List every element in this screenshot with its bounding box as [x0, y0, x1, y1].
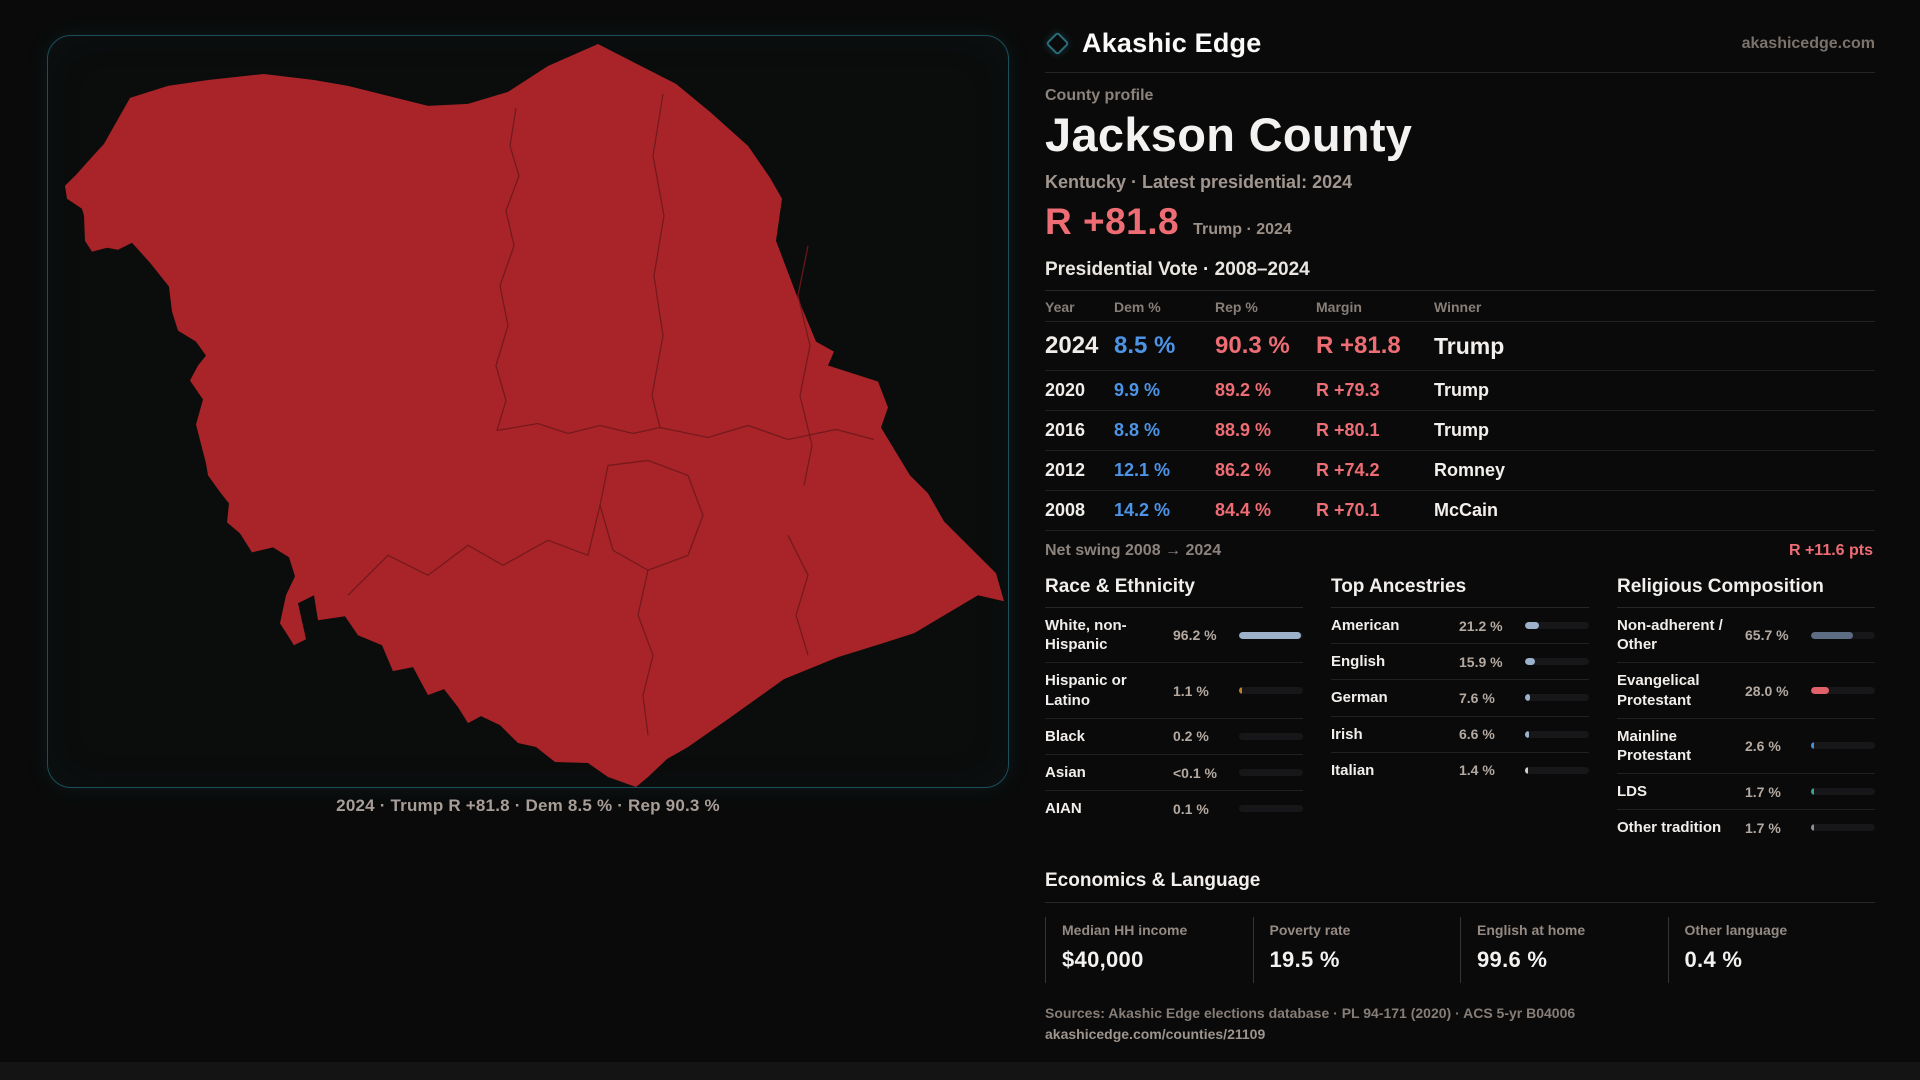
headline-margin-value: R +81.8 [1045, 201, 1180, 242]
sources-line: Sources: Akashic Edge elections database… [1045, 1004, 1576, 1021]
profile-column: Akashic Edge akashicedge.com County prof… [1045, 28, 1875, 1044]
list-item: Non-adherent / Other 65.7 % [1617, 608, 1875, 664]
list-item: Asian <0.1 % [1045, 755, 1303, 792]
race-ethnicity-column: Race & Ethnicity White, non-Hispanic 96.… [1045, 576, 1303, 846]
section-title: Top Ancestries [1331, 576, 1589, 608]
county-shape [65, 43, 1004, 787]
county-map [65, 43, 1004, 787]
economics-title: Economics & Language [1045, 870, 1875, 903]
list-item: Mainline Protestant 2.6 % [1617, 719, 1875, 775]
stat-bar [1525, 730, 1589, 738]
brand-name: Akashic Edge [1082, 28, 1262, 58]
diamond-logo-icon [1045, 31, 1070, 56]
vote-table-header: Year Dem % Rep % Margin Winner [1045, 291, 1875, 322]
page-title: Jackson County [1045, 108, 1413, 161]
precinct-boundaries [347, 93, 875, 736]
list-item: Evangelical Protestant 28.0 % [1617, 663, 1875, 719]
table-row: 2016 8.8 % 88.9 % R +80.1 Trump [1045, 411, 1875, 451]
eyebrow-label: County profile [1045, 87, 1154, 104]
list-item: Irish 6.6 % [1331, 717, 1589, 753]
stat-bar [1811, 742, 1875, 750]
list-item: LDS 1.7 % [1617, 774, 1875, 811]
stat-poverty-rate: Poverty rate 19.5 % [1252, 916, 1461, 983]
county-map-panel [47, 35, 1009, 788]
stat-bar [1525, 622, 1589, 630]
permalink[interactable]: akashicedge.com/counties/21109 [1045, 1025, 1266, 1042]
stat-bar [1525, 766, 1589, 774]
list-item: English 15.9 % [1331, 644, 1589, 681]
list-item: Other tradition 1.7 % [1617, 810, 1875, 845]
vote-table: Year Dem % Rep % Margin Winner 2024 8.5 … [1045, 291, 1875, 531]
sources-footer: Sources: Akashic Edge elections database… [1045, 1005, 1875, 1044]
map-caption: 2024 · Trump R +81.8 · Dem 8.5 % · Rep 9… [336, 796, 720, 815]
vote-table-title: Presidential Vote · 2008–2024 [1045, 259, 1875, 291]
stat-bar [1811, 631, 1875, 639]
ancestries-column: Top Ancestries American 21.2 % English 1… [1331, 576, 1589, 846]
stat-bar [1811, 824, 1875, 832]
religion-column: Religious Composition Non-adherent / Oth… [1617, 576, 1875, 846]
table-row: 2020 9.9 % 89.2 % R +79.3 Trump [1045, 371, 1875, 411]
col-rep: Rep % [1215, 299, 1258, 315]
stat-other-language: Other language 0.4 % [1667, 916, 1876, 983]
net-swing-row: Net swing 2008 → 2024 R +11.6 pts [1045, 531, 1875, 570]
stat-bar [1811, 788, 1875, 796]
list-item: German 7.6 % [1331, 680, 1589, 717]
stat-bar [1239, 769, 1303, 777]
table-row: 2012 12.1 % 86.2 % R +74.2 Romney [1045, 451, 1875, 491]
stat-bar [1525, 658, 1589, 666]
state-subtitle: Kentucky · Latest presidential: 2024 [1045, 172, 1353, 192]
col-year: Year [1045, 299, 1075, 315]
headline-context: Trump · 2024 [1193, 221, 1292, 238]
table-row: 2024 8.5 % 90.3 % R +81.8 Trump [1045, 322, 1875, 371]
brand-domain-link[interactable]: akashicedge.com [1741, 34, 1875, 52]
col-dem: Dem % [1114, 299, 1161, 315]
stat-bar [1239, 631, 1303, 639]
stat-median-income: Median HH income $40,000 [1045, 916, 1253, 983]
site-header: Akashic Edge akashicedge.com [1045, 28, 1875, 73]
net-swing-label: Net swing 2008 → 2024 [1045, 542, 1222, 559]
list-item: Italian 1.4 % [1331, 753, 1589, 788]
headline-margin-row: R +81.8 Trump · 2024 [1045, 201, 1875, 243]
section-title: Religious Composition [1617, 576, 1875, 608]
stat-bar [1239, 732, 1303, 740]
stat-bar [1239, 687, 1303, 695]
col-winner: Winner [1434, 299, 1482, 315]
stat-bar [1525, 694, 1589, 702]
stat-english-at-home: English at home 99.6 % [1460, 916, 1668, 983]
stat-bar [1811, 687, 1875, 695]
list-item: Hispanic or Latino 1.1 % [1045, 663, 1303, 719]
demographics-section: Race & Ethnicity White, non-Hispanic 96.… [1045, 576, 1875, 846]
economics-stats: Median HH income $40,000 Poverty rate 19… [1045, 916, 1876, 983]
list-item: Black 0.2 % [1045, 719, 1303, 755]
table-row: 2008 14.2 % 84.4 % R +70.1 McCain [1045, 491, 1875, 531]
bottom-strip [0, 1062, 1920, 1080]
net-swing-value: R +11.6 pts [1788, 542, 1873, 559]
stat-bar [1239, 805, 1303, 813]
list-item: American 21.2 % [1331, 608, 1589, 645]
col-margin: Margin [1316, 299, 1362, 315]
list-item: White, non-Hispanic 96.2 % [1045, 608, 1303, 664]
list-item: AIAN 0.1 % [1045, 791, 1303, 826]
section-title: Race & Ethnicity [1045, 576, 1303, 608]
